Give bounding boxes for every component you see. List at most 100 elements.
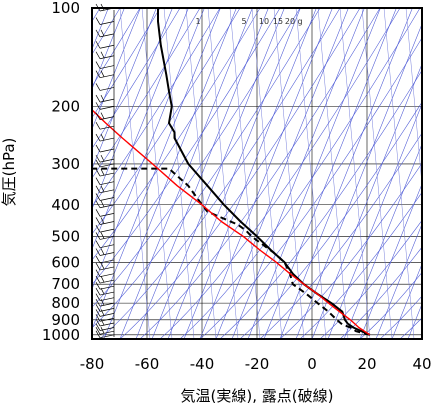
- wind-barb-shaft: [99, 213, 115, 217]
- wind-barb-flag: [100, 94, 105, 102]
- wind-barb-flag: [95, 330, 101, 338]
- isotherm-line: [92, 8, 205, 290]
- y-tick-label: 500: [51, 227, 80, 245]
- isotherm-line: [92, 8, 157, 170]
- wind-barb-flag: [100, 327, 105, 334]
- wind-barb-flag: [95, 282, 101, 290]
- wind-barb: [95, 293, 115, 302]
- wind-barb: [95, 255, 115, 264]
- adiabat-line: [119, 8, 361, 339]
- wind-barb: [95, 133, 115, 142]
- wind-barb: [95, 159, 115, 168]
- wind-barb-flag: [100, 200, 105, 207]
- x-tick-labels: -80 -60 -40 -20 0 20 40: [80, 355, 431, 373]
- wind-barb-flag: [100, 248, 105, 255]
- wind-barb-shaft: [99, 252, 115, 256]
- wind-barb-flag: [95, 70, 101, 78]
- wind-barb-flag: [95, 275, 101, 284]
- series-line-2: [92, 167, 371, 336]
- wind-barb-flag: [95, 177, 101, 185]
- wind-barb: [95, 168, 115, 177]
- mixing-ratio-line: [207, 8, 239, 339]
- y-tick-label: 400: [51, 196, 80, 214]
- wind-barb-flag: [95, 102, 101, 110]
- mixing-ratio-line: [361, 8, 393, 339]
- adiabat-line: [359, 271, 422, 339]
- wind-barb: [95, 29, 115, 38]
- adiabat-line: [92, 8, 261, 261]
- wind-barb: [95, 144, 115, 153]
- wind-barb: [95, 41, 115, 49]
- thermo-lines: [92, 8, 422, 339]
- wind-barb-flag: [95, 240, 101, 248]
- wind-barb-shaft: [99, 291, 115, 296]
- mixing-ratio-line: [185, 8, 217, 339]
- plot-frame: [91, 7, 423, 340]
- mixing-ratio-line: [295, 8, 327, 339]
- wind-barb-shaft: [99, 158, 115, 163]
- adiabat-line: [92, 8, 181, 149]
- wind-barb-shaft: [99, 313, 115, 317]
- wind-barb-flag: [100, 51, 105, 58]
- wind-barb-flag: [100, 185, 105, 192]
- adiabat-line: [279, 162, 422, 339]
- wind-barb-shaft: [99, 317, 115, 322]
- wind-barb-flag: [95, 287, 101, 296]
- wind-barb-flag: [95, 83, 101, 91]
- wind-barb: [95, 298, 115, 307]
- series-line-3: [92, 109, 371, 336]
- x-tick-label: 40: [412, 355, 431, 373]
- wind-barb-flag: [100, 309, 105, 316]
- wind-barb: [95, 102, 115, 110]
- wind-barb: [95, 217, 115, 225]
- wind-barb-flag: [95, 327, 101, 335]
- wind-barb: [95, 309, 115, 317]
- wind-barb-shaft: [99, 125, 115, 130]
- wind-barb-shaft: [99, 279, 115, 284]
- wind-barb-shaft: [99, 163, 115, 168]
- wind-barb-shaft: [99, 189, 115, 194]
- adiabat-line: [319, 219, 422, 339]
- wind-barb-shaft: [99, 148, 115, 153]
- mixing-ratio-labels: 1 5 10 15 20 g: [195, 17, 302, 26]
- mixing-ratio-line: [339, 8, 371, 339]
- wind-barb-shaft: [99, 228, 115, 233]
- mixing-ratio-line: [273, 8, 305, 339]
- x-tick-label: -40: [190, 355, 215, 373]
- wind-barb-shaft: [99, 116, 115, 120]
- wind-barb-flag: [95, 298, 101, 307]
- wind-barb-shaft: [99, 266, 115, 271]
- wind-barb-shaft: [99, 55, 115, 60]
- wind-barb: [95, 17, 115, 25]
- y-tick-label: 700: [51, 275, 80, 293]
- wind-barb-shaft: [99, 33, 115, 38]
- adiabat-line: [92, 8, 221, 207]
- x-tick-label: 20: [357, 355, 376, 373]
- isotherm-line: [263, 8, 397, 339]
- mixing-ratio-line: [317, 8, 349, 339]
- wind-barb: [95, 51, 115, 60]
- wind-barb-flag: [95, 269, 101, 277]
- isotherm-line: [247, 8, 381, 339]
- wind-barb-flag: [95, 248, 101, 256]
- mixing-ratio-label: g: [297, 17, 302, 26]
- wind-barb-flag: [95, 94, 101, 103]
- wind-barb-shaft: [99, 87, 115, 91]
- wind-barb: [95, 83, 115, 91]
- wind-barb: [95, 327, 115, 335]
- adiabat-line: [199, 37, 422, 339]
- wind-barb: [95, 61, 115, 69]
- isotherm-line: [92, 8, 221, 330]
- adiabat-line: [379, 295, 422, 339]
- wind-barb-flag: [100, 70, 105, 77]
- adiabat-line: [92, 8, 281, 285]
- isotherm-line: [151, 8, 285, 339]
- wind-barb: [95, 304, 115, 312]
- wind-barb-flag: [95, 309, 101, 317]
- isotherm-line: [183, 8, 317, 339]
- wind-barb-shaft: [99, 74, 115, 79]
- wind-barb-flag: [100, 232, 105, 239]
- wind-barb-flag: [95, 133, 101, 142]
- wind-barb-flag: [95, 122, 101, 130]
- wind-barb-flag: [100, 154, 105, 162]
